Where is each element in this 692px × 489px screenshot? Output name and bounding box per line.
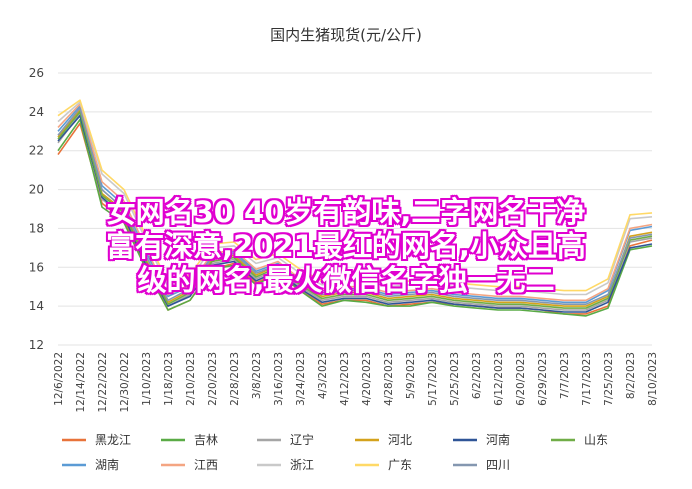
x-tick-label: 8/2/2023 — [625, 352, 637, 399]
x-tick-label: 4/20/2023 — [361, 352, 373, 406]
legend-label: 山东 — [584, 433, 608, 447]
x-axis: 12/6/2022 12/14/2022 12/22/2022 12/30/2022 1… — [53, 352, 659, 413]
x-tick-label: 4/3/2023 — [317, 352, 329, 399]
x-tick-label: 1/18/2023 — [163, 352, 175, 406]
series-line-10 — [57, 99, 653, 292]
legend-label: 黑龙江 — [95, 433, 131, 447]
series-line-6 — [57, 111, 653, 309]
y-tick-label: 18 — [29, 221, 44, 235]
y-tick-label: 14 — [29, 299, 44, 313]
y-axis: 12 14 16 18 20 22 24 26 — [29, 66, 44, 352]
legend-label: 河北 — [388, 433, 412, 447]
x-tick-label: 12/6/2022 — [53, 352, 65, 406]
x-tick-label: 7/7/2023 — [559, 352, 571, 399]
legend-label: 辽宁 — [290, 432, 314, 447]
x-tick-label: 12/22/2022 — [97, 352, 109, 413]
x-tick-label: 5/17/2023 — [427, 352, 439, 406]
series-line-11 — [57, 107, 653, 306]
x-tick-label: 1/10/2023 — [141, 352, 153, 406]
series-lines — [57, 99, 653, 317]
y-tick-label: 16 — [29, 260, 44, 274]
series-line-7 — [57, 105, 653, 304]
series-line-8 — [57, 103, 653, 302]
y-tick-label: 12 — [29, 338, 44, 352]
x-tick-label: 3/16/2023 — [273, 352, 285, 406]
chart-grid — [58, 72, 652, 346]
y-tick-label: 22 — [29, 144, 44, 158]
series-line-1 — [57, 122, 653, 315]
series-line-2 — [57, 118, 653, 317]
x-tick-label: 6/12/2023 — [493, 352, 505, 406]
x-tick-label: 7/17/2023 — [581, 352, 593, 406]
legend-label: 四川 — [486, 458, 510, 472]
y-tick-label: 20 — [29, 183, 44, 197]
chart-title: 国内生猪现货(元/公斤) — [270, 26, 422, 44]
legend-label: 浙江 — [290, 458, 314, 472]
x-tick-label: 6/2/2023 — [471, 352, 483, 399]
legend-label: 吉林 — [194, 433, 218, 447]
y-tick-label: 24 — [29, 105, 44, 119]
legend-label: 江西 — [194, 458, 218, 472]
x-tick-label: 3/24/2023 — [295, 352, 307, 406]
x-tick-label: 12/30/2022 — [119, 352, 131, 413]
legend-label: 湖南 — [95, 457, 119, 472]
x-tick-label: 8/10/2023 — [647, 352, 659, 406]
series-line-4 — [57, 109, 653, 307]
x-tick-label: 2/20/2023 — [207, 352, 219, 406]
y-tick-label: 26 — [29, 66, 44, 80]
x-tick-label: 4/12/2023 — [339, 352, 351, 406]
series-line-9 — [57, 101, 653, 296]
legend-label: 河南 — [486, 432, 510, 447]
legend-label: 广东 — [388, 458, 412, 472]
x-tick-label: 6/29/2023 — [537, 352, 549, 406]
x-tick-label: 4/28/2023 — [383, 352, 395, 406]
x-tick-label: 7/25/2023 — [603, 352, 615, 406]
x-tick-label: 2/10/2023 — [185, 352, 197, 406]
x-tick-label: 12/14/2022 — [75, 352, 87, 413]
x-tick-label: 5/9/2023 — [405, 352, 417, 399]
x-tick-label: 3/8/2023 — [251, 352, 263, 399]
series-line-5 — [57, 114, 653, 313]
x-tick-label: 6/20/2023 — [515, 352, 527, 406]
x-tick-label: 5/25/2023 — [449, 352, 461, 406]
x-tick-label: 2/28/2023 — [229, 352, 241, 406]
